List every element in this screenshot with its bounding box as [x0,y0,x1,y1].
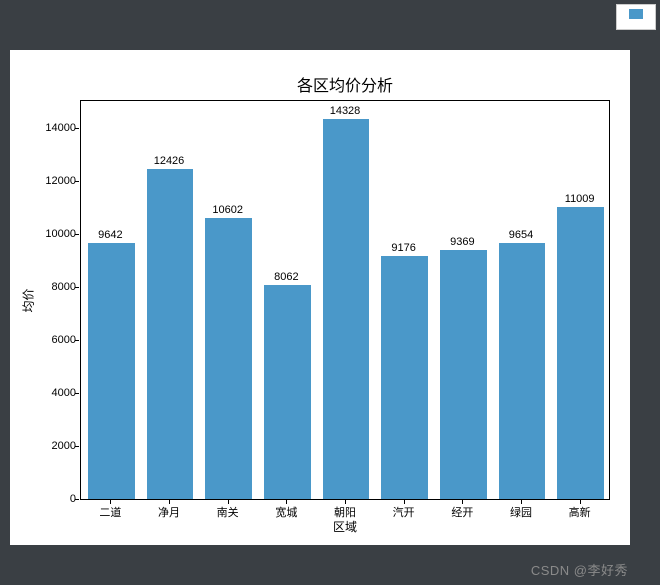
bar [557,207,604,499]
x-tick-mark [110,500,111,504]
bar-value-label: 9654 [509,229,533,241]
bar [205,218,252,499]
y-tick-label: 10000 [38,228,76,240]
legend-swatch [629,9,643,19]
y-tick-label: 14000 [38,122,76,134]
y-tick-label: 4000 [38,387,76,399]
y-tick-label: 8000 [38,281,76,293]
x-tick-mark [345,500,346,504]
bar-value-label: 9642 [98,229,122,241]
bar [440,250,487,499]
bar [381,256,428,499]
chart-title: 各区均价分析 [80,72,610,96]
bar [147,169,194,499]
watermark: CSDN @李好秀 [531,560,628,579]
y-tick-label: 0 [38,493,76,505]
y-tick-label: 6000 [38,334,76,346]
x-tick-mark [228,500,229,504]
x-axis-label: 区域 [80,518,610,535]
bar-value-label: 8062 [274,271,298,283]
x-tick-mark [462,500,463,504]
y-tick-mark [75,340,79,341]
y-tick-label: 2000 [38,440,76,452]
bar-value-label: 9369 [450,236,474,248]
y-tick-mark [75,393,79,394]
bar-value-label: 9176 [391,242,415,254]
y-tick-mark [75,499,79,500]
y-tick-mark [75,234,79,235]
x-tick-mark [286,500,287,504]
bar-value-label: 10602 [212,204,243,216]
y-tick-label: 12000 [38,175,76,187]
bar [264,285,311,499]
bar-value-label: 14328 [330,105,361,117]
bar-value-label: 12426 [154,155,185,167]
legend-fragment [616,4,656,30]
bar [499,243,546,499]
chart-figure: 各区均价分析 均价 0 2000 4000 6000 8000 10000 12000 140… [10,50,630,545]
bar [323,119,370,499]
y-tick-mark [75,287,79,288]
y-tick-mark [75,181,79,182]
y-tick-mark [75,128,79,129]
screenshot-frame: 各区均价分析 均价 0 2000 4000 6000 8000 10000 12000 140… [0,0,660,585]
x-tick-mark [580,500,581,504]
bar-value-label: 11009 [565,193,595,205]
y-axis-label: 均价 [18,100,38,500]
x-tick-mark [404,500,405,504]
x-tick-mark [521,500,522,504]
x-tick-mark [169,500,170,504]
y-tick-mark [75,446,79,447]
bar [88,243,135,499]
